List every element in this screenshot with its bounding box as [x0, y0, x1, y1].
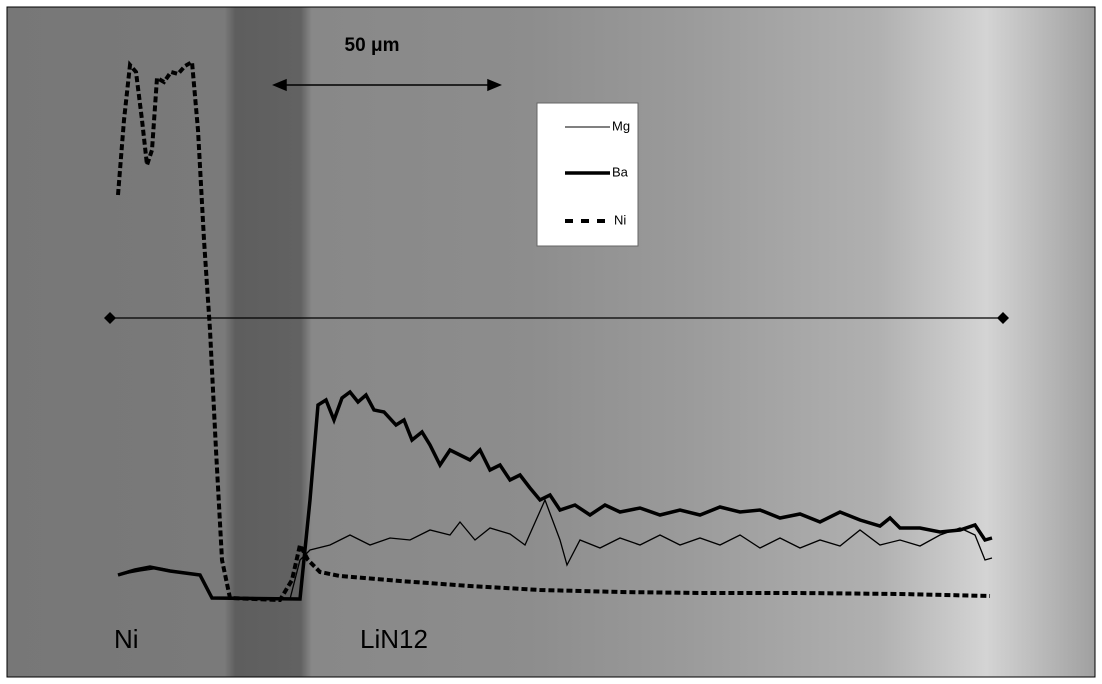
figure: 50 μm Mg Ba Ni Ni LiN12: [0, 0, 1102, 684]
legend: Mg Ba Ni: [537, 103, 638, 246]
page: 50 μm Mg Ba Ni Ni LiN12 (() => { const d…: [0, 0, 1102, 684]
region-label: LiN12: [360, 624, 428, 654]
region-label: Ni: [114, 624, 139, 654]
legend-label: Mg: [612, 118, 630, 133]
legend-label: Ni: [614, 212, 626, 227]
scale-label: 50 μm: [345, 35, 400, 56]
legend-label: Ba: [612, 164, 629, 179]
